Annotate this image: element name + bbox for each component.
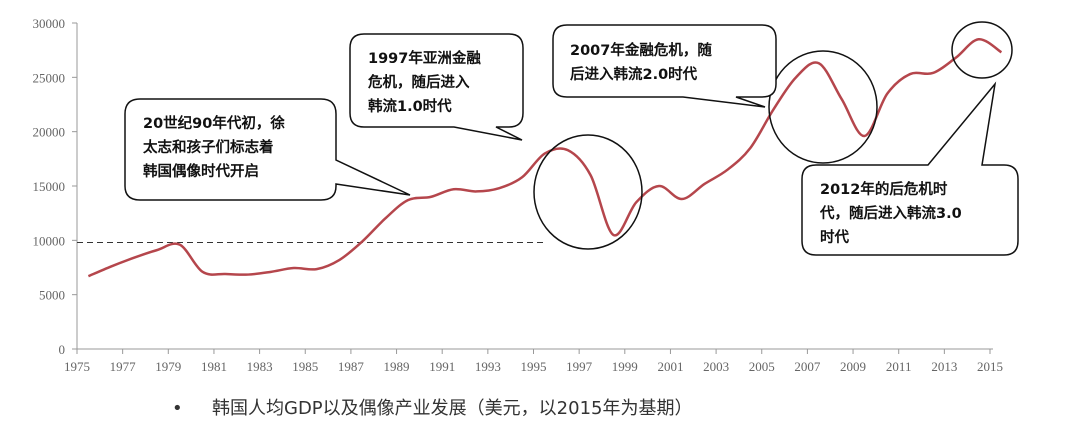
x-tick-label: 1991	[429, 359, 455, 374]
caption-bullet: •	[172, 398, 183, 419]
x-tick-label: 2011	[886, 359, 912, 374]
highlight-circle-2014	[951, 21, 1013, 79]
x-tick-label: 2007	[794, 359, 821, 374]
callout-text-2007: 2007年金融危机，随后进入韩流2.0时代	[570, 41, 712, 83]
callout-text-1997: 1997年亚洲金融危机，随后进入韩流1.0时代	[368, 49, 481, 115]
x-tick-label: 2015	[977, 359, 1003, 374]
callout-text-1990s: 20世纪90年代初，徐太志和孩子们标志着韩国偶像时代开启	[143, 114, 285, 180]
callout-text-2012: 2012年的后危机时代，随后进入韩流3.0 时代	[819, 180, 962, 246]
x-tick-label: 1975	[64, 359, 90, 374]
x-tick-label: 1999	[612, 359, 638, 374]
x-tick-label: 1987	[338, 359, 365, 374]
x-tick-label: 1993	[475, 359, 501, 374]
x-tick-label: 2001	[657, 359, 683, 374]
chart-caption: • 韩国人均GDP以及偶像产业发展（美元，以2015年为基期）	[172, 394, 692, 420]
callout-box-2012	[801, 81, 1019, 256]
callout-box-2007	[552, 24, 777, 108]
highlight-circle-1997	[533, 134, 643, 250]
x-tick-label: 1981	[201, 359, 227, 374]
caption-text: 韩国人均GDP以及偶像产业发展（美元，以2015年为基期）	[212, 398, 693, 419]
x-tick-label: 1989	[384, 359, 410, 374]
y-tick-label: 30000	[33, 16, 66, 31]
callout-box-1990s	[124, 98, 411, 201]
highlight-circle-2007	[768, 50, 878, 164]
x-tick-label: 1979	[155, 359, 181, 374]
y-tick-label: 25000	[33, 70, 66, 85]
y-tick-label: 0	[59, 342, 66, 357]
y-tick-label: 15000	[33, 179, 66, 194]
x-tick-label: 2005	[749, 359, 775, 374]
x-tick-label: 2009	[840, 359, 866, 374]
x-tick-label: 1995	[521, 359, 547, 374]
callout-box-1997	[349, 33, 524, 141]
x-tick-label: 2003	[703, 359, 729, 374]
x-tick-label: 1985	[292, 359, 318, 374]
y-tick-label: 10000	[33, 233, 66, 248]
gdp-line-chart: 0 5000 10000 15000 20000 25000 30000 1975 1977 19…	[33, 16, 1019, 374]
y-tick-label: 20000	[33, 125, 66, 140]
x-tick-label: 2013	[931, 359, 957, 374]
x-tick-label: 1997	[566, 359, 593, 374]
x-tick-label: 1983	[247, 359, 273, 374]
y-tick-label: 5000	[39, 288, 65, 303]
x-tick-label: 1977	[110, 359, 137, 374]
